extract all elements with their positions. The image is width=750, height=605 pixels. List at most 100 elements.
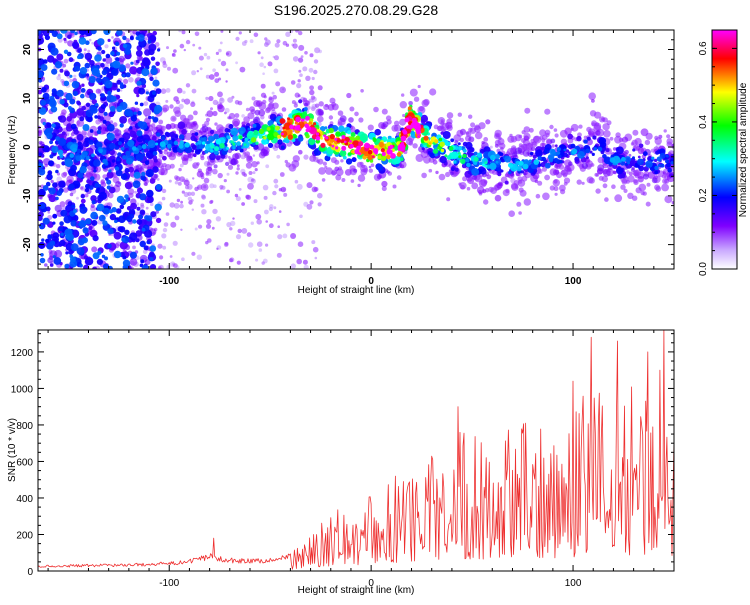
y-tick-label: 1000 xyxy=(11,384,34,395)
heatmap-cell xyxy=(119,82,124,86)
heatmap-cell xyxy=(642,173,649,180)
heatmap-cell xyxy=(56,164,61,169)
heatmap-cell xyxy=(205,74,210,79)
heatmap-cell xyxy=(310,95,316,100)
heatmap-cell xyxy=(494,129,502,138)
heatmap-cell xyxy=(135,153,144,162)
heatmap-cell xyxy=(38,71,44,79)
heatmap-cell xyxy=(499,152,504,156)
heatmap-cell xyxy=(158,168,166,176)
heatmap-cell xyxy=(612,147,617,151)
heatmap-cell xyxy=(137,34,145,42)
heatmap-cell xyxy=(194,186,199,192)
heatmap-cell xyxy=(94,115,98,119)
heatmap-cell xyxy=(45,181,51,187)
heatmap-cell xyxy=(70,164,77,172)
heatmap-cell xyxy=(60,138,67,144)
heatmap-cell xyxy=(276,39,281,44)
heatmap-cell xyxy=(494,143,499,148)
heatmap-cell xyxy=(226,52,229,56)
heatmap-cell xyxy=(129,213,135,219)
heatmap-cell xyxy=(102,158,108,165)
heatmap-cell xyxy=(446,112,454,119)
heatmap-cell xyxy=(166,143,172,149)
x-tick-label: 0 xyxy=(368,578,374,589)
heatmap-cell xyxy=(106,171,114,179)
heatmap-cell xyxy=(198,130,202,134)
heatmap-cell xyxy=(175,176,181,182)
heatmap-cell xyxy=(210,107,213,111)
heatmap-cell xyxy=(494,194,502,202)
heatmap-cell xyxy=(445,171,451,178)
heatmap-cell xyxy=(218,77,222,81)
heatmap-cell xyxy=(118,55,125,63)
heatmap-cell xyxy=(194,31,200,37)
heatmap-cell xyxy=(284,159,288,164)
heatmap-cell xyxy=(325,136,329,140)
heatmap-cell xyxy=(217,91,223,98)
heatmap-cell xyxy=(237,100,243,106)
heatmap-cell xyxy=(267,61,273,67)
heatmap-cell xyxy=(627,161,630,165)
heatmap-cell xyxy=(267,142,274,148)
heatmap-cell xyxy=(71,204,76,209)
heatmap-cell xyxy=(96,141,103,149)
heatmap-cell xyxy=(290,263,296,269)
heatmap-cell xyxy=(667,168,672,173)
snr-plot-area xyxy=(38,330,674,570)
heatmap-cell xyxy=(143,108,152,117)
heatmap-cell xyxy=(657,164,661,167)
heatmap-cell xyxy=(252,154,256,157)
heatmap-cell xyxy=(130,115,138,122)
heatmap-cell xyxy=(298,69,302,73)
heatmap-cell xyxy=(53,257,62,265)
heatmap-cell xyxy=(313,59,319,64)
heatmap-cell xyxy=(286,222,290,227)
heatmap-cell xyxy=(215,216,222,222)
heatmap-cell xyxy=(238,188,242,191)
heatmap-cell xyxy=(214,146,219,152)
heatmap-cell xyxy=(267,132,275,141)
heatmap-cell xyxy=(405,117,410,122)
heatmap-cell xyxy=(339,150,347,157)
heatmap-cell xyxy=(181,257,185,262)
heatmap-cell xyxy=(238,31,242,35)
heatmap-cell xyxy=(203,52,208,57)
heatmap-cell xyxy=(516,201,522,207)
heatmap-cell xyxy=(297,241,304,247)
heatmap-cell xyxy=(340,139,345,144)
heatmap-cell xyxy=(191,208,194,211)
heatmap-cell xyxy=(458,155,462,159)
heatmap-cell xyxy=(459,128,467,135)
heatmap-cell xyxy=(290,80,296,85)
heatmap-cell xyxy=(266,126,271,131)
heatmap-cell xyxy=(298,57,304,63)
heatmap-cell xyxy=(177,121,186,130)
heatmap-cell xyxy=(79,116,85,122)
heatmap-cell xyxy=(621,156,626,162)
heatmap-cell xyxy=(462,153,467,159)
heatmap-cell xyxy=(129,36,134,41)
heatmap-cell xyxy=(162,155,167,161)
heatmap-cell xyxy=(87,49,91,53)
heatmap-cell xyxy=(88,38,92,42)
heatmap-cell xyxy=(275,81,281,87)
heatmap-cell xyxy=(115,169,123,177)
heatmap-cell xyxy=(350,132,356,138)
heatmap-cell xyxy=(314,103,320,108)
heatmap-cell xyxy=(70,123,77,130)
heatmap-cell xyxy=(254,168,258,172)
heatmap-cell xyxy=(47,210,51,214)
heatmap-cell xyxy=(281,132,284,136)
heatmap-cell xyxy=(139,209,146,215)
heatmap-cell xyxy=(117,152,122,157)
heatmap-cell xyxy=(176,87,183,94)
heatmap-cell xyxy=(488,186,494,193)
heatmap-cell xyxy=(142,249,148,255)
heatmap-cell xyxy=(100,62,105,68)
heatmap-cell xyxy=(328,115,334,120)
heatmap-cell xyxy=(653,158,658,163)
heatmap-cell xyxy=(104,44,109,49)
heatmap-cell xyxy=(109,213,117,221)
heatmap-cell xyxy=(334,137,338,141)
